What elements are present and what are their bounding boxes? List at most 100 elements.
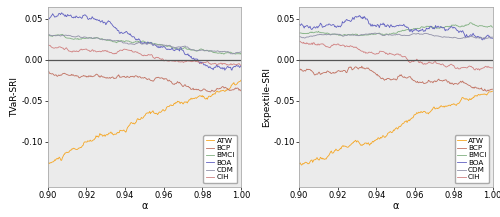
BOA xyxy=(356,14,362,17)
BCP xyxy=(159,76,165,79)
BCP xyxy=(163,77,169,80)
BCP xyxy=(490,88,496,90)
CDM xyxy=(45,33,51,36)
CIH xyxy=(45,44,51,46)
BCP xyxy=(160,77,166,80)
CIH xyxy=(296,40,302,43)
BOA xyxy=(296,23,302,26)
CDM xyxy=(296,35,302,38)
CDM xyxy=(490,36,496,38)
BCP xyxy=(296,68,302,71)
BCP xyxy=(411,79,417,82)
BMCI xyxy=(296,32,302,35)
Line: ATW: ATW xyxy=(299,91,492,165)
Legend: ATW, BCP, BMCI, BOA, CDM, CIH: ATW, BCP, BMCI, BOA, CDM, CIH xyxy=(454,135,489,183)
ATW xyxy=(415,112,421,114)
BOA xyxy=(472,35,478,37)
Line: CDM: CDM xyxy=(48,35,241,54)
CDM xyxy=(208,49,214,52)
X-axis label: α: α xyxy=(392,201,399,211)
BOA xyxy=(480,39,486,41)
BCP xyxy=(296,68,302,71)
ATW xyxy=(472,95,478,97)
BOA xyxy=(460,30,466,32)
ATW xyxy=(298,164,304,166)
CDM xyxy=(220,50,226,53)
BOA xyxy=(222,69,228,71)
ATW xyxy=(411,113,417,116)
BOA xyxy=(490,37,496,39)
BOA xyxy=(44,18,51,21)
BMCI xyxy=(45,34,51,36)
Line: CIH: CIH xyxy=(48,45,241,65)
CIH xyxy=(412,59,418,62)
CIH xyxy=(44,44,51,46)
BMCI xyxy=(357,34,363,37)
CDM xyxy=(372,32,378,35)
Line: BCP: BCP xyxy=(48,71,241,92)
BMCI xyxy=(160,44,166,47)
BMCI xyxy=(412,27,418,30)
Line: CIH: CIH xyxy=(299,41,492,70)
BMCI xyxy=(490,26,496,28)
BOA xyxy=(45,18,51,20)
BOA xyxy=(296,23,302,26)
BMCI xyxy=(220,53,226,55)
BOA xyxy=(164,48,170,51)
BMCI xyxy=(415,27,421,30)
BOA xyxy=(58,12,64,14)
CDM xyxy=(460,36,466,39)
CDM xyxy=(230,53,235,55)
ATW xyxy=(296,162,302,165)
Line: BOA: BOA xyxy=(299,15,492,40)
CIH xyxy=(415,60,421,62)
BOA xyxy=(415,29,421,32)
ATW xyxy=(160,108,166,111)
CIH xyxy=(472,69,478,71)
CIH xyxy=(208,63,214,66)
BMCI xyxy=(411,27,417,30)
BCP xyxy=(208,90,214,92)
BCP xyxy=(44,70,51,72)
BCP xyxy=(238,90,244,92)
CIH xyxy=(160,58,166,60)
Legend: ATW, BCP, BMCI, BOA, CDM, CIH: ATW, BCP, BMCI, BOA, CDM, CIH xyxy=(203,135,237,183)
X-axis label: α: α xyxy=(141,201,148,211)
ATW xyxy=(160,108,166,111)
ATW xyxy=(412,113,418,116)
ATW xyxy=(164,106,170,108)
CIH xyxy=(238,64,244,67)
Line: BCP: BCP xyxy=(299,66,492,91)
BCP xyxy=(415,81,421,84)
ATW xyxy=(296,163,302,165)
BMCI xyxy=(208,50,214,53)
CIH xyxy=(490,67,496,69)
BCP xyxy=(208,91,214,93)
ATW xyxy=(45,161,51,164)
BMCI xyxy=(468,21,473,24)
BOA xyxy=(238,64,244,67)
CDM xyxy=(296,35,302,38)
BMCI xyxy=(60,33,66,36)
Line: ATW: ATW xyxy=(48,80,241,164)
BCP xyxy=(45,70,51,72)
CIH xyxy=(476,69,482,72)
Line: BOA: BOA xyxy=(48,13,241,70)
Line: CDM: CDM xyxy=(299,33,492,38)
CIH xyxy=(46,44,52,46)
BCP xyxy=(460,80,466,82)
BMCI xyxy=(238,53,244,56)
CDM xyxy=(415,32,421,35)
ATW xyxy=(238,79,244,82)
CIH xyxy=(298,40,304,43)
CDM xyxy=(412,33,418,35)
CDM xyxy=(238,51,244,53)
BOA xyxy=(411,28,417,31)
Line: BMCI: BMCI xyxy=(48,34,241,54)
ATW xyxy=(490,90,496,92)
CDM xyxy=(44,33,51,36)
BOA xyxy=(160,46,166,49)
CIH xyxy=(164,59,170,62)
CDM xyxy=(472,37,478,39)
BMCI xyxy=(160,44,166,47)
